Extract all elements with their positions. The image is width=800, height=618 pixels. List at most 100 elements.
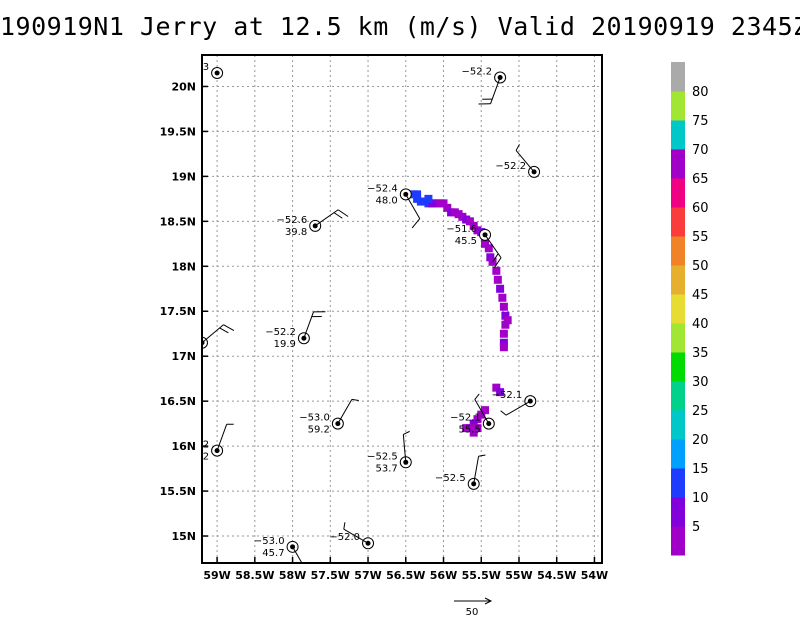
wind-barb-staff — [216, 424, 228, 451]
wind-pixel — [469, 428, 478, 437]
grid-lines — [202, 55, 602, 563]
station-label-temp: −53.0 — [299, 413, 330, 424]
station-label-temp: −53.0 — [254, 536, 285, 547]
axis-ticks: 59W 58.5W 58W 57.5W 57W 56.5W 56W 55.5W 55W 54.5W… — [160, 80, 609, 582]
wind-barb-staff — [490, 77, 501, 104]
colorbar-label: 80 — [692, 85, 709, 100]
colorbar-label: 10 — [692, 491, 709, 506]
y-tick-label: 18N — [171, 260, 196, 273]
station-label-temp: −52.2 — [495, 161, 526, 172]
wind-barb-staff — [505, 400, 531, 416]
wind-pixel — [499, 343, 508, 352]
colorbar-swatch — [671, 410, 685, 440]
colorbar-swatch — [671, 265, 685, 295]
wind-pixel — [486, 253, 495, 262]
station-label-temp: −52.1 — [450, 413, 481, 424]
y-tick-label: 15.5N — [160, 485, 196, 498]
wind-barb-staff — [292, 546, 303, 563]
station-label-value: 39.8 — [285, 227, 307, 238]
wind-barb-flag — [343, 522, 346, 530]
station: −52.0 — [329, 522, 375, 550]
wind-pixel — [492, 266, 501, 275]
station: −52.2 — [461, 66, 507, 105]
wind-pixel — [501, 311, 510, 320]
wind-barb-flag — [515, 144, 520, 151]
wind-pixel — [424, 194, 433, 203]
wind-barb-staff — [202, 324, 224, 344]
wind-pixel — [496, 284, 505, 293]
wind-barb-flag — [474, 393, 480, 400]
station-label-temp: −52.5 — [435, 473, 466, 484]
wind-pixel — [473, 415, 482, 424]
wind-pixel — [443, 203, 452, 212]
wind-pixel — [499, 302, 508, 311]
plot-frame — [201, 54, 603, 564]
colorbar-swatch — [671, 149, 685, 179]
y-tick-label: 20N — [171, 80, 196, 93]
station-label-temp: −52.4 — [367, 183, 398, 194]
y-tick-label: 16N — [171, 440, 196, 453]
x-tick-label: 58W — [279, 569, 306, 582]
colorbar-swatch — [671, 62, 685, 92]
colorbar-label: 40 — [692, 317, 709, 332]
wind-barb-staff — [473, 456, 480, 484]
station: −52.155.5 — [450, 393, 495, 436]
station: −53.045.7 — [254, 536, 303, 563]
y-tick-label: 19N — [171, 170, 196, 183]
station: −52.553.7 — [367, 430, 412, 474]
wind-pixel — [481, 406, 490, 415]
wind-barb-staff — [303, 311, 314, 339]
wind-pixel — [493, 275, 502, 284]
wind-pixel — [469, 419, 478, 428]
colorbar-label: 15 — [692, 462, 709, 477]
wind-pixel — [501, 320, 510, 329]
wind-pixel — [465, 217, 474, 226]
wind-barb-staff — [314, 209, 339, 227]
wind-barb-flag — [351, 398, 359, 402]
colorbar-label: 50 — [692, 259, 709, 274]
wind-barb-flag — [411, 218, 421, 229]
y-tick-label: 18.5N — [160, 215, 196, 228]
wind-barb-staff — [402, 434, 407, 463]
station-label-temp: −52.5 — [367, 451, 398, 462]
station-label-value: 59.2 — [308, 425, 330, 436]
station: −51.645.5 — [446, 224, 502, 268]
station-label-value: 45.5 — [455, 236, 477, 247]
colorbar-label: 65 — [692, 172, 709, 187]
x-tick-label: 57.5W — [311, 569, 350, 582]
wind-barb-flag — [492, 253, 499, 263]
wind-barb-flag — [478, 454, 486, 457]
station-label-value: 55.5 — [459, 425, 481, 436]
wind-barb-staff — [474, 399, 490, 424]
station-label-temp: −2 — [194, 440, 209, 451]
x-tick-label: 56.5W — [386, 569, 425, 582]
colorbar-label: 75 — [692, 114, 709, 129]
wind-barb-staff — [343, 528, 369, 544]
colorbar-label: 55 — [692, 230, 709, 245]
x-tick-label: 54W — [581, 569, 608, 582]
station: −52.1 — [492, 390, 537, 416]
colorbar-swatch — [671, 120, 685, 150]
wind-pixel — [498, 293, 507, 302]
station: −52.219.9 — [265, 311, 326, 350]
scale-arrow: 50 — [454, 597, 493, 618]
station-label-temp: 3.3 — [193, 62, 209, 73]
station-label-value: 19.9 — [274, 339, 296, 350]
colorbar-swatch — [671, 91, 685, 121]
x-tick-label: 58.5W — [235, 569, 274, 582]
wind-barb-flag — [333, 212, 343, 219]
wind-pixel — [469, 221, 478, 230]
colorbar-swatch — [671, 323, 685, 353]
x-tick-label: 56W — [430, 569, 457, 582]
colorbar-swatch — [671, 526, 685, 556]
station: −52.2 — [495, 144, 541, 178]
station-label-value: 45.7 — [262, 548, 284, 559]
x-tick-label: 54.5W — [537, 569, 576, 582]
colorbar-swatch — [671, 381, 685, 411]
y-tick-label: 19.5N — [160, 125, 196, 138]
station-label-temp: −52.1 — [492, 390, 523, 401]
colorbar-label: 35 — [692, 346, 709, 361]
wind-barb-flag — [337, 209, 349, 217]
wind-pixel — [492, 383, 501, 392]
